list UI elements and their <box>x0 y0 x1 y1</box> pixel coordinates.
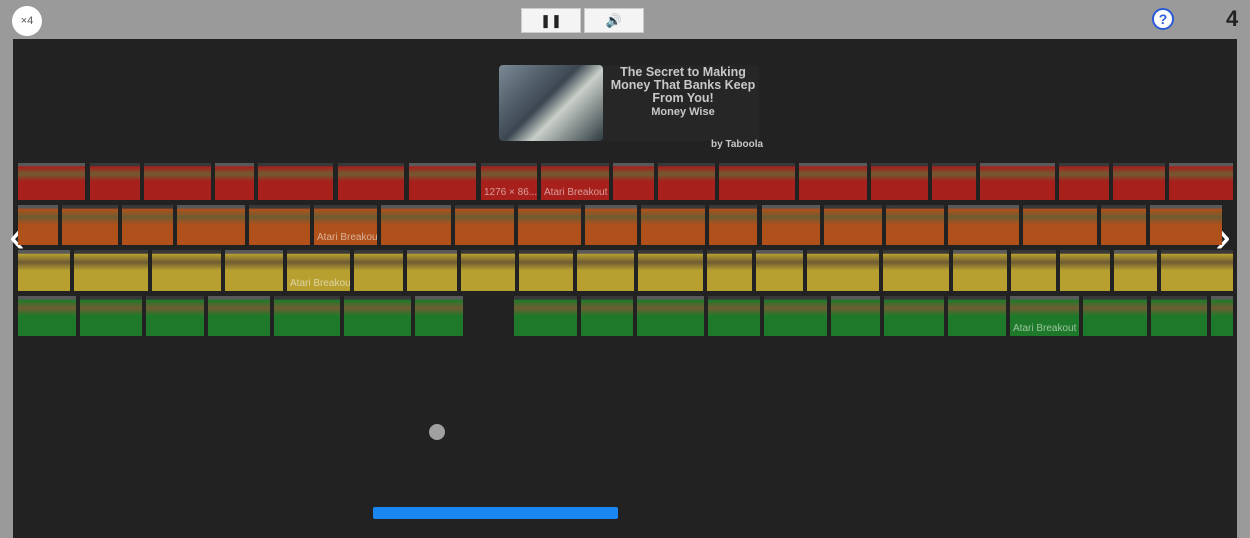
ad-card[interactable]: The Secret to Making Money That Banks Ke… <box>499 65 759 141</box>
brick-label: Atari Breakout <box>317 232 377 243</box>
ad-image <box>499 65 603 141</box>
orange-brick <box>177 205 245 245</box>
red-brick <box>409 163 476 200</box>
orange-brick <box>886 205 944 245</box>
help-button[interactable]: ? <box>1152 8 1174 30</box>
green-brick <box>274 296 340 336</box>
red-brick <box>18 163 85 200</box>
yellow-brick <box>519 250 573 291</box>
game-field[interactable]: The Secret to Making Money That Banks Ke… <box>9 39 1237 538</box>
green-brick <box>415 296 463 336</box>
orange-brick <box>762 205 820 245</box>
red-brick <box>90 163 140 200</box>
red-brick <box>932 163 976 200</box>
red-brick <box>1169 163 1233 200</box>
red-brick <box>258 163 333 200</box>
green-brick <box>344 296 411 336</box>
green-brick <box>581 296 633 336</box>
red-brick <box>215 163 254 200</box>
orange-brick <box>18 205 58 245</box>
ball <box>429 424 445 440</box>
yellow-brick <box>1060 250 1110 291</box>
yellow-brick <box>883 250 949 291</box>
orange-brick <box>518 205 581 245</box>
orange-brick <box>1101 205 1146 245</box>
yellow-brick <box>807 250 879 291</box>
green-brick <box>18 296 76 336</box>
red-brick <box>1113 163 1165 200</box>
sound-button[interactable]: 🔊 <box>584 8 644 33</box>
yellow-brick <box>953 250 1007 291</box>
pause-icon: ❚❚ <box>540 12 562 28</box>
red-brick <box>144 163 211 200</box>
green-brick <box>208 296 270 336</box>
yellow-brick <box>707 250 752 291</box>
green-brick <box>1211 296 1233 336</box>
yellow-brick <box>407 250 457 291</box>
green-brick <box>146 296 204 336</box>
green-brick <box>1151 296 1207 336</box>
lives-counter: ×4 <box>12 6 42 36</box>
pause-button[interactable]: ❚❚ <box>521 8 581 33</box>
brick-label: Atari Breakout <box>1013 323 1077 334</box>
speaker-icon: 🔊 <box>605 12 623 28</box>
ad-title[interactable]: The Secret to Making Money That Banks Ke… <box>610 65 756 105</box>
red-brick <box>613 163 654 200</box>
yellow-brick <box>1114 250 1157 291</box>
orange-brick <box>948 205 1019 245</box>
orange-brick <box>1023 205 1097 245</box>
yellow-brick <box>1011 250 1056 291</box>
orange-brick <box>381 205 451 245</box>
orange-brick <box>249 205 310 245</box>
ad-attribution[interactable]: by Taboola <box>711 139 764 150</box>
orange-brick <box>1150 205 1222 245</box>
green-brick <box>514 296 577 336</box>
orange-brick <box>641 205 705 245</box>
green-brick <box>637 296 704 336</box>
brick-label: Atari Breakout <box>544 187 608 198</box>
green-brick <box>80 296 142 336</box>
green-brick <box>948 296 1006 336</box>
yellow-brick <box>74 250 148 291</box>
yellow-brick <box>461 250 515 291</box>
orange-brick <box>585 205 637 245</box>
red-brick <box>799 163 867 200</box>
green-brick <box>764 296 827 336</box>
yellow-brick <box>152 250 221 291</box>
yellow-brick <box>756 250 803 291</box>
green-brick: Atari Breakout <box>1010 296 1079 336</box>
ad-source: Money Wise <box>651 106 715 118</box>
orange-brick <box>709 205 757 245</box>
orange-brick: Atari Breakout <box>314 205 377 245</box>
red-brick <box>719 163 795 200</box>
orange-brick <box>122 205 173 245</box>
green-brick <box>831 296 880 336</box>
score: 4 <box>1226 6 1239 31</box>
paddle[interactable] <box>373 507 618 519</box>
red-brick <box>338 163 404 200</box>
yellow-brick <box>225 250 283 291</box>
brick-label: 1276 × 86... <box>484 187 537 198</box>
red-brick <box>980 163 1055 200</box>
yellow-brick <box>18 250 70 291</box>
red-brick <box>658 163 715 200</box>
green-brick <box>1083 296 1147 336</box>
orange-brick <box>62 205 118 245</box>
brick-label: Atari Breakout <box>290 278 350 289</box>
red-brick <box>1059 163 1109 200</box>
orange-brick <box>455 205 514 245</box>
green-brick <box>884 296 944 336</box>
red-brick: 1276 × 86... <box>481 163 537 200</box>
yellow-brick <box>1161 250 1233 291</box>
green-brick <box>708 296 760 336</box>
yellow-brick <box>638 250 703 291</box>
red-brick: Atari Breakout <box>541 163 609 200</box>
red-brick <box>871 163 928 200</box>
yellow-brick: Atari Breakout <box>287 250 350 291</box>
orange-brick <box>824 205 882 245</box>
yellow-brick <box>354 250 403 291</box>
yellow-brick <box>577 250 634 291</box>
